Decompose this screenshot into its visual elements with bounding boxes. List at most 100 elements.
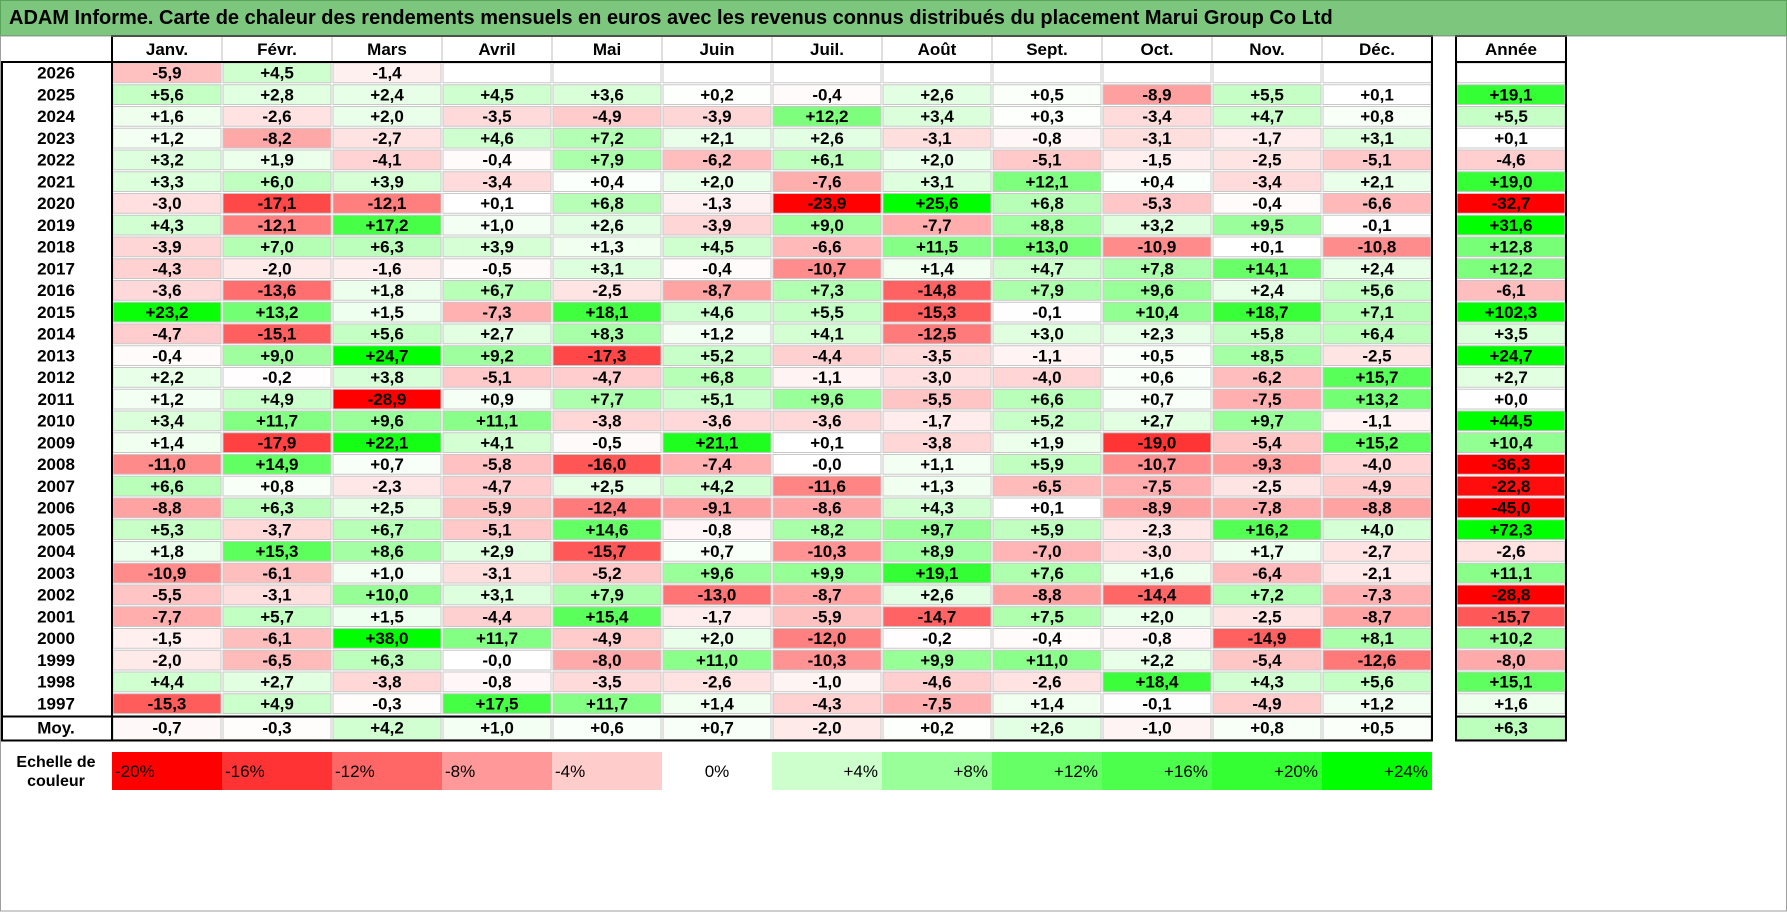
cell-value: -0,4 bbox=[482, 151, 512, 170]
scale-label: couleur bbox=[27, 773, 85, 790]
cell-value: +0,4 bbox=[1140, 172, 1174, 191]
cell-value: +7,7 bbox=[590, 390, 624, 409]
cell-value: +1,0 bbox=[370, 564, 404, 583]
heat-cell bbox=[222, 541, 332, 562]
heat-cell bbox=[1102, 584, 1212, 606]
heat-cell bbox=[442, 410, 552, 432]
heat-cell bbox=[662, 149, 772, 171]
year-label: 2005 bbox=[37, 520, 75, 539]
cell-value: -4,9 bbox=[1252, 694, 1281, 713]
heat-cell bbox=[772, 214, 882, 236]
avg-value: +0,6 bbox=[590, 719, 624, 738]
cell-value: +24,7 bbox=[365, 346, 408, 365]
cell-value: -7,5 bbox=[922, 694, 951, 713]
cell-value: +2,6 bbox=[590, 216, 624, 235]
heat-cell bbox=[1102, 367, 1212, 388]
heat-cell bbox=[1102, 236, 1212, 258]
cell-value: +4,4 bbox=[150, 673, 184, 692]
heat-cell bbox=[1212, 562, 1322, 584]
heat-cell bbox=[442, 497, 552, 519]
cell-value: -0,4 bbox=[1252, 194, 1282, 213]
heat-cell bbox=[992, 454, 1102, 475]
year-label: 2009 bbox=[37, 433, 75, 452]
heat-cell bbox=[662, 171, 772, 192]
cell-value: +0,1 bbox=[810, 433, 844, 452]
heat-cell bbox=[882, 258, 992, 279]
heat-cell bbox=[1212, 475, 1322, 497]
heat-cell bbox=[222, 649, 332, 671]
cell-value: +4,9 bbox=[260, 390, 294, 409]
year-label: 2020 bbox=[37, 194, 75, 213]
heat-cell bbox=[1212, 497, 1322, 519]
cell-value: -3,0 bbox=[1142, 542, 1171, 561]
cell-value: -3,7 bbox=[262, 520, 291, 539]
heat-cell bbox=[772, 62, 882, 84]
heat-cell bbox=[332, 127, 442, 149]
heat-cell bbox=[772, 562, 882, 584]
cell-value: -2,0 bbox=[262, 259, 291, 278]
heat-cell bbox=[772, 323, 882, 345]
year-label: 2003 bbox=[37, 564, 75, 583]
cell-value: +2,4 bbox=[1360, 259, 1394, 278]
avg-label: Moy. bbox=[37, 719, 74, 738]
heat-cell bbox=[662, 236, 772, 258]
avg-value: +0,5 bbox=[1360, 719, 1394, 738]
heat-cell bbox=[332, 149, 442, 171]
heat-cell bbox=[992, 475, 1102, 497]
heat-cell bbox=[442, 84, 552, 105]
heat-cell bbox=[552, 280, 662, 301]
heat-cell bbox=[882, 84, 992, 105]
cell-value: -3,9 bbox=[702, 107, 731, 126]
cell-value: -8,9 bbox=[1142, 85, 1171, 104]
cell-value: -8,8 bbox=[152, 499, 181, 518]
cell-value: -0,4 bbox=[1032, 629, 1062, 648]
heat-cell bbox=[772, 541, 882, 562]
heat-cell bbox=[882, 584, 992, 606]
annual-value: +72,3 bbox=[1489, 520, 1532, 539]
cell-value: +2,2 bbox=[1140, 651, 1174, 670]
heat-cell bbox=[222, 323, 332, 345]
cell-value: +8,2 bbox=[810, 520, 844, 539]
heat-cell bbox=[1102, 323, 1212, 345]
cell-value: -5,8 bbox=[482, 455, 511, 474]
heat-cell bbox=[1102, 280, 1212, 301]
heat-cell bbox=[1102, 628, 1212, 649]
cell-value: -0,0 bbox=[812, 455, 841, 474]
cell-value: +0,1 bbox=[1360, 85, 1394, 104]
cell-value: -4,1 bbox=[372, 151, 401, 170]
cell-value: +25,6 bbox=[915, 194, 958, 213]
heat-cell bbox=[1102, 193, 1212, 214]
heat-cell bbox=[772, 236, 882, 258]
cell-value: -4,3 bbox=[152, 259, 181, 278]
cell-value: +14,1 bbox=[1245, 259, 1288, 278]
cell-value: -8,6 bbox=[812, 499, 841, 518]
cell-value: -3,1 bbox=[482, 564, 511, 583]
title-bar: ADAM Informe. Carte de chaleur des rende… bbox=[0, 0, 1787, 36]
cell-value: +4,5 bbox=[700, 238, 734, 257]
heat-cell bbox=[882, 214, 992, 236]
cell-value: -3,5 bbox=[922, 346, 951, 365]
heat-cell bbox=[332, 171, 442, 192]
cell-value: -3,5 bbox=[482, 107, 511, 126]
scale-swatch bbox=[1212, 752, 1322, 790]
cell-value: +4,6 bbox=[480, 129, 514, 148]
cell-value: +8,1 bbox=[1360, 629, 1394, 648]
heat-cell bbox=[772, 388, 882, 410]
cell-value: -2,5 bbox=[1252, 477, 1281, 496]
cell-value: -0,2 bbox=[922, 629, 951, 648]
cell-value: +6,3 bbox=[370, 238, 404, 257]
cell-value: -3,6 bbox=[152, 281, 181, 300]
cell-value: -6,6 bbox=[812, 238, 841, 257]
scale-value: +4% bbox=[844, 762, 879, 781]
cell-value: -10,7 bbox=[808, 259, 847, 278]
heat-cell bbox=[662, 497, 772, 519]
cell-value: -6,5 bbox=[262, 651, 291, 670]
cell-value: +4,9 bbox=[260, 694, 294, 713]
heat-cell bbox=[662, 301, 772, 323]
annual-value: +11,1 bbox=[1490, 564, 1532, 583]
cell-value: +4,7 bbox=[1250, 107, 1284, 126]
cell-value: +5,2 bbox=[1030, 412, 1064, 431]
cell-value: +6,3 bbox=[260, 499, 294, 518]
heat-cell bbox=[992, 323, 1102, 345]
heat-cell bbox=[552, 62, 662, 84]
